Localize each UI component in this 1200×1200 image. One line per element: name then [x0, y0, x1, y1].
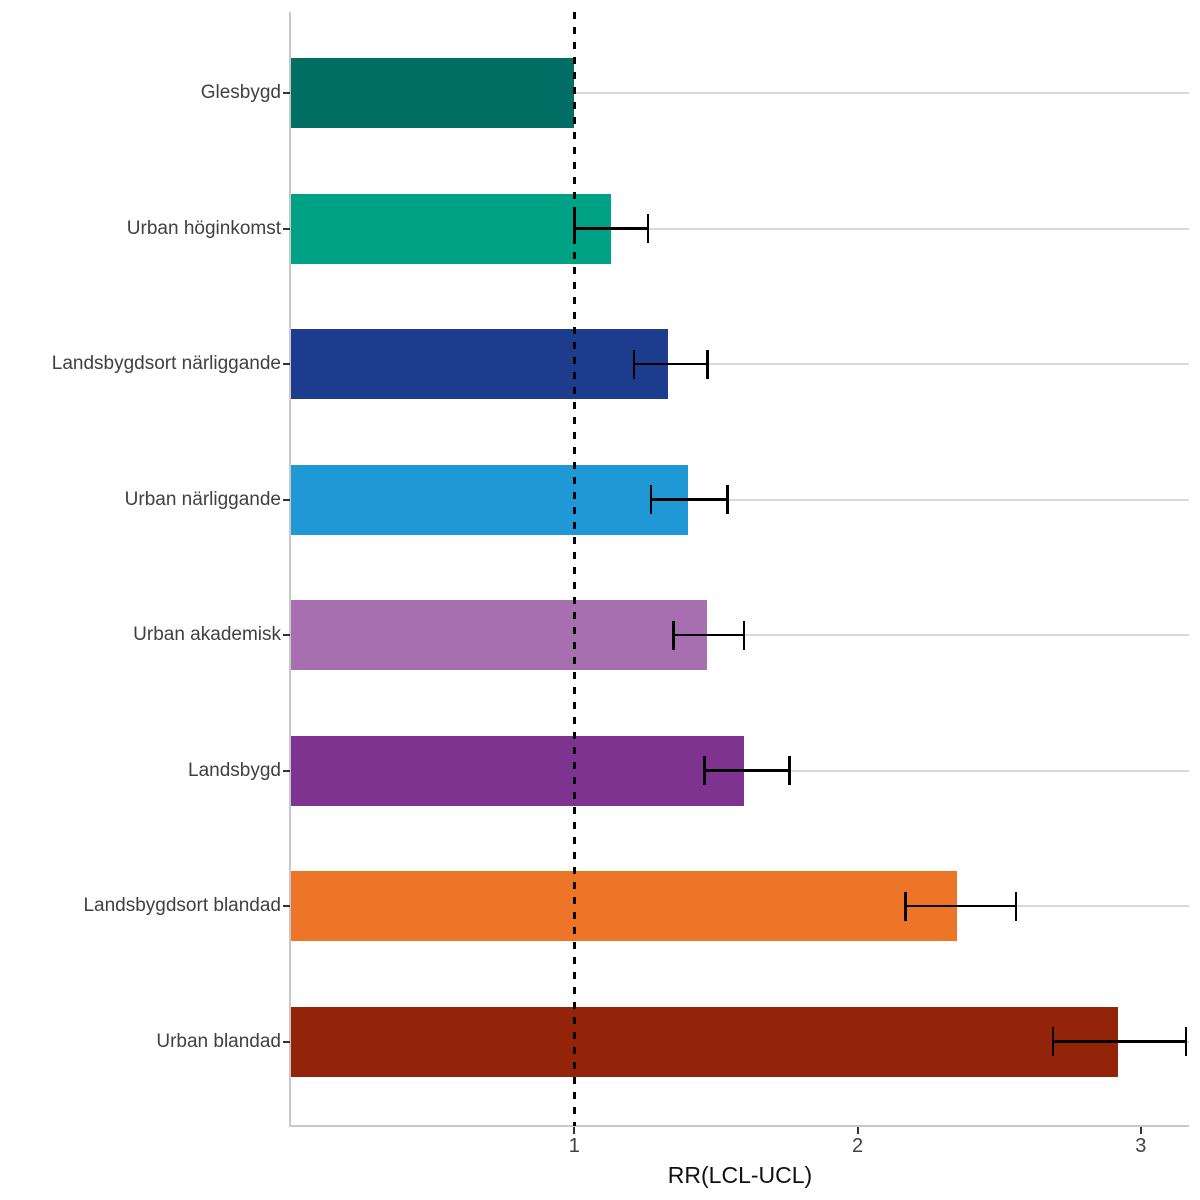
category-label: Landsbygdsort närliggande — [51, 353, 281, 374]
y-tick — [283, 634, 290, 636]
bar — [291, 58, 575, 128]
error-bar-cap-left — [649, 485, 653, 514]
error-bar-cap-right — [742, 620, 746, 650]
x-tick-label: 1 — [568, 1135, 580, 1157]
x-tick-label: 2 — [851, 1135, 864, 1157]
category-label: Urban blandad — [156, 1030, 281, 1052]
category-label: Urban höginkomst — [126, 217, 281, 239]
bar — [291, 193, 612, 264]
bar — [291, 600, 708, 670]
error-bar-cap-left — [573, 214, 576, 243]
error-bar — [1053, 1040, 1187, 1043]
category-label: Landsbygdsort blandad — [83, 895, 281, 916]
x-tick — [573, 1127, 576, 1134]
bar — [291, 735, 745, 806]
y-axis-line — [289, 12, 291, 1126]
reference-line — [573, 12, 576, 1126]
y-tick — [283, 1040, 290, 1043]
error-bar-cap-left — [904, 891, 907, 921]
category-label: Landsbygd — [188, 759, 281, 781]
y-tick — [283, 92, 290, 94]
error-bar — [905, 904, 1017, 908]
error-bar-cap-left — [672, 620, 675, 650]
error-bar-cap-right — [1014, 891, 1018, 921]
category-label: Urban närliggande — [124, 488, 281, 510]
gridline — [291, 227, 1189, 230]
bar — [291, 1006, 1119, 1077]
gridline — [291, 363, 1189, 365]
x-tick — [856, 1127, 859, 1134]
error-bar-cap-right — [726, 485, 729, 514]
bar — [291, 464, 688, 535]
error-bar-cap-right — [788, 756, 791, 785]
error-bar-cap-left — [703, 756, 706, 785]
y-tick — [283, 363, 290, 365]
error-bar — [574, 227, 648, 230]
x-tick — [1139, 1127, 1142, 1134]
error-bar — [704, 769, 790, 772]
bar — [291, 871, 957, 941]
gridline — [291, 498, 1189, 501]
bar — [291, 329, 668, 399]
x-tick-label: 3 — [1135, 1135, 1147, 1157]
gridline — [291, 92, 1189, 94]
error-bar-cap-right — [706, 349, 709, 379]
y-tick — [283, 905, 290, 907]
x-axis-title: RR(LCL-UCL) — [667, 1162, 813, 1188]
error-bar-cap-left — [1051, 1027, 1055, 1056]
category-label: Glesbygd — [200, 82, 281, 103]
y-tick — [283, 498, 290, 501]
error-bar — [633, 362, 708, 366]
error-bar — [673, 633, 745, 637]
y-tick — [283, 227, 290, 230]
x-axis-line — [289, 1125, 1189, 1127]
error-bar-cap-right — [1184, 1027, 1188, 1056]
error-bar-cap-right — [646, 214, 650, 243]
error-bar — [650, 498, 728, 501]
y-tick — [283, 769, 290, 772]
error-bar-cap-left — [632, 349, 636, 379]
category-label: Urban akademisk — [133, 624, 281, 645]
